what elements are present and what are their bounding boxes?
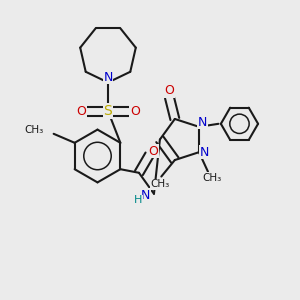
Text: CH₃: CH₃ (150, 179, 170, 189)
Text: O: O (148, 145, 158, 158)
Text: O: O (164, 84, 174, 97)
Text: CH₃: CH₃ (24, 125, 43, 135)
Text: CH₃: CH₃ (203, 173, 222, 183)
Text: N: N (141, 189, 150, 202)
Text: N: N (200, 146, 209, 159)
Text: N: N (198, 116, 207, 129)
Text: S: S (103, 104, 112, 118)
Text: N: N (103, 70, 113, 84)
Text: O: O (76, 104, 86, 118)
Text: H: H (134, 195, 142, 206)
Text: O: O (130, 104, 140, 118)
